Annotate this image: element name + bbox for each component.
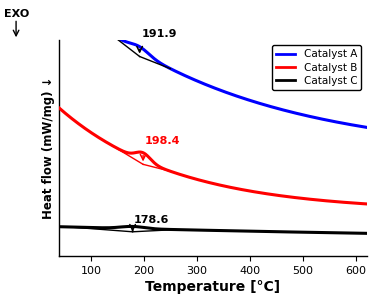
Text: EXO: EXO: [4, 8, 29, 19]
Text: 198.4: 198.4: [145, 136, 180, 146]
Text: 178.6: 178.6: [134, 215, 169, 225]
Y-axis label: Heat flow (mW/mg) ↓: Heat flow (mW/mg) ↓: [42, 77, 55, 219]
Legend: Catalyst A, Catalyst B, Catalyst C: Catalyst A, Catalyst B, Catalyst C: [272, 45, 361, 90]
X-axis label: Temperature [°C]: Temperature [°C]: [145, 280, 280, 294]
Text: 191.9: 191.9: [141, 29, 177, 39]
